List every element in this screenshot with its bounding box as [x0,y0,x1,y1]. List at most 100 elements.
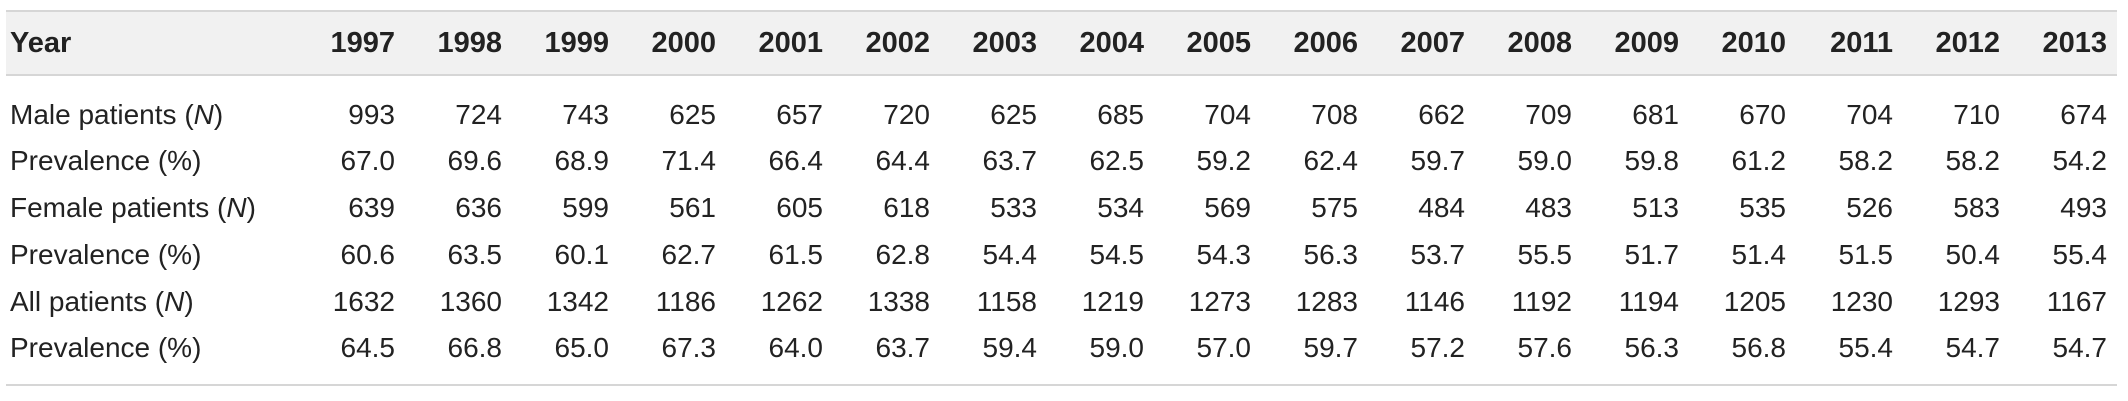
table-cell: 1262 [760,285,823,317]
row-label: Male patients (N) [6,75,298,137]
table-cell: 1293 [1937,285,2000,317]
table-cell: 710 [1953,98,2000,130]
table-cell: 662 [1418,98,1465,130]
table-cell: 1205 [1723,285,1786,317]
table-cell: 618 [883,191,930,223]
row-label-suffix: ) [184,285,194,317]
table-cell: 636 [455,191,502,223]
table-cell: 54.7 [2010,325,2117,386]
table-row: Prevalence (%) 67.0 69.6 68.9 71.4 66.4 64.4 63… [6,137,2117,184]
table-cell: 54.3 [1196,238,1252,270]
row-label-text: Female patients ( [10,191,227,223]
row-label-text: Prevalence (%) [10,238,202,270]
table-cell: 64.4 [875,144,931,176]
table-cell: 1186 [655,285,716,317]
table-cell: 59.2 [1196,144,1252,176]
table-cell: 625 [669,98,716,130]
table-header-row: Year 1997 1998 1999 2000 2001 2002 2003 2004 200… [6,10,2117,76]
table-cell: 57.6 [1475,325,1582,386]
row-label-text: Male patients ( [10,98,194,130]
header-year-cell: 2010 [1689,10,1796,76]
table-cell: 57.2 [1368,325,1475,386]
table-cell: 1632 [332,285,395,317]
table-cell: 51.4 [1731,238,1787,270]
table-cell: 743 [562,98,609,130]
table-cell: 64.0 [726,325,833,386]
table-cell: 57.0 [1154,325,1261,386]
table-cell: 533 [990,191,1037,223]
table-cell: 50.4 [1945,238,2001,270]
table-cell: 55.4 [2052,238,2108,270]
header-year-cell: 1999 [512,10,619,76]
header-year-cell: 2000 [619,10,726,76]
table-cell: 60.6 [340,238,396,270]
row-label-suffix: ) [213,98,224,130]
table-cell: 59.0 [1517,144,1573,176]
table-cell: 1230 [1830,285,1893,317]
row-label: Prevalence (%) [6,137,298,184]
header-year-cell: 2008 [1475,10,1582,76]
table-cell: 65.0 [512,325,619,386]
table-cell: 66.8 [405,325,512,386]
table-cell: 483 [1525,191,1572,223]
table-cell: 59.7 [1261,325,1368,386]
table-cell: 54.7 [1903,325,2010,386]
table-cell: 58.2 [1838,144,1894,176]
table-cell: 709 [1525,98,1572,130]
row-label-unit: N [164,285,185,317]
table-cell: 61.5 [768,238,824,270]
table-cell: 63.7 [982,144,1038,176]
table-cell: 55.4 [1796,325,1903,386]
table-cell: 639 [348,191,395,223]
table-cell: 62.5 [1089,144,1145,176]
table-cell: 1146 [1404,285,1465,317]
table-cell: 62.4 [1303,144,1359,176]
prevalence-table-container: Year 1997 1998 1999 2000 2001 2002 2003 2004 200… [6,10,2117,386]
row-label-unit: N [193,98,214,130]
table-cell: 56.8 [1689,325,1796,386]
table-cell: 575 [1311,191,1358,223]
table-cell: 720 [883,98,930,130]
header-year-cell: 2006 [1261,10,1368,76]
table-cell: 68.9 [554,144,610,176]
table-cell: 60.1 [554,238,610,270]
table-cell: 484 [1418,191,1465,223]
table-cell: 704 [1204,98,1251,130]
table-cell: 59.0 [1047,325,1154,386]
table-cell: 674 [2060,98,2107,130]
header-year-cell: 1997 [298,10,405,76]
table-cell: 64.5 [298,325,405,386]
header-year-cell: 2004 [1047,10,1154,76]
table-cell: 1219 [1081,285,1144,317]
table-cell: 59.7 [1410,144,1466,176]
table-cell: 69.6 [447,144,503,176]
header-year-cell: 2007 [1368,10,1475,76]
header-year-cell: 2012 [1903,10,2010,76]
table-cell: 66.4 [768,144,824,176]
table-cell: 51.7 [1624,238,1680,270]
table-cell: 1158 [976,285,1037,317]
table-cell: 685 [1097,98,1144,130]
table-cell: 53.7 [1410,238,1466,270]
header-year-label: Year [6,10,298,76]
row-label-suffix: ) [246,191,256,223]
table-cell: 1342 [546,285,609,317]
row-label-text: Prevalence (%) [10,331,202,363]
table-cell: 1360 [439,285,502,317]
prevalence-table: Year 1997 1998 1999 2000 2001 2002 2003 2004 200… [6,10,2117,386]
table-cell: 54.4 [982,238,1038,270]
table-cell: 561 [669,191,716,223]
table-cell: 704 [1846,98,1893,130]
table-cell: 54.5 [1089,238,1145,270]
table-cell: 51.5 [1838,238,1894,270]
table-cell: 55.5 [1517,238,1573,270]
row-label-text: All patients ( [10,285,165,317]
header-year-cell: 2013 [2010,10,2117,76]
table-row: All patients (N) 1632 1360 1342 1186 1262 1338… [6,278,2117,325]
table-cell: 569 [1204,191,1251,223]
table-cell: 58.2 [1945,144,2001,176]
header-year-cell: 1998 [405,10,512,76]
header-year-cell: 2003 [940,10,1047,76]
header-year-cell: 2001 [726,10,833,76]
table-cell: 1167 [2046,285,2107,317]
